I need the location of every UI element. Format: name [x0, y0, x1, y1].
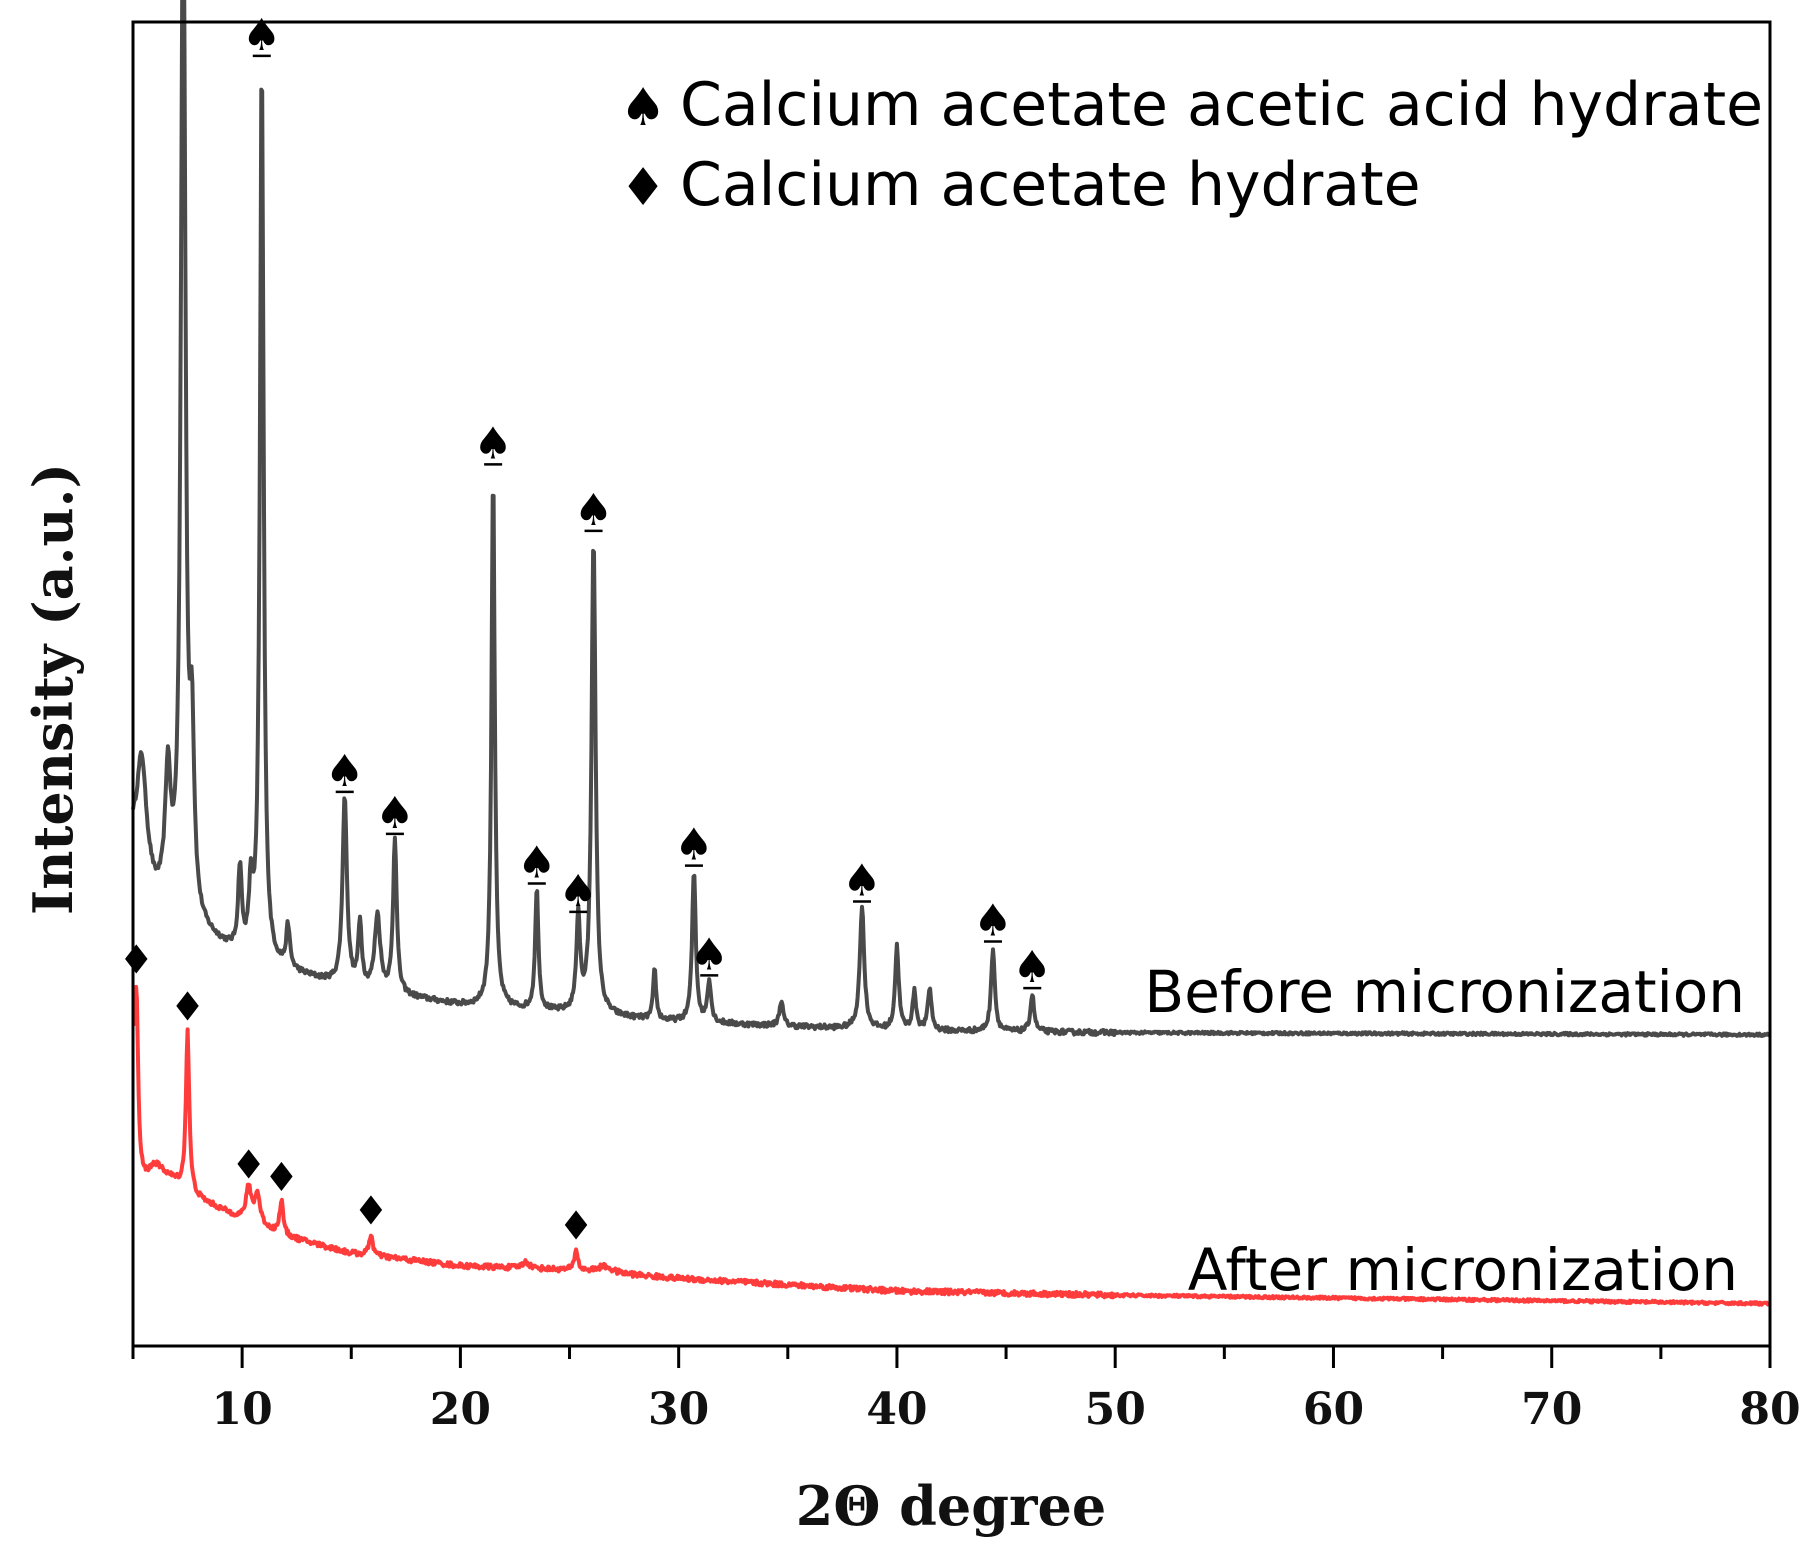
series-line-after-micronization [133, 984, 1771, 1307]
x-tick-label: 80 [1739, 1384, 1800, 1435]
x-tick-label: 70 [1521, 1384, 1582, 1435]
peak-marker-spade-icon: ♠ [517, 837, 556, 888]
peak-marker-spade-icon: ♠ [674, 820, 713, 871]
legend-label-calcium-acetate-hydrate: Calcium acetate hydrate [680, 150, 1421, 220]
legend-diamond-icon: ♦ [620, 158, 667, 218]
peak-marker-diamond-icon: ♦ [353, 1188, 389, 1234]
series-layer [131, 0, 1772, 1307]
y-axis-title: Intensity (a.u.) [21, 463, 85, 915]
x-axis-title: 2Θ degree [796, 1474, 1106, 1538]
peak-marker-spade-icon: ♠ [574, 485, 613, 536]
x-tick-label: 30 [648, 1384, 709, 1435]
peak-marker-diamond-icon: ♦ [558, 1204, 594, 1250]
peak-marker-diamond-icon: ♦ [263, 1155, 299, 1201]
x-axis-tick-labels: 10 20 30 40 50 60 70 80 [212, 1384, 1801, 1435]
x-tick-label: 10 [212, 1384, 273, 1435]
peak-marker-diamond-icon: ♦ [170, 985, 206, 1031]
legend-spade-icon: ♠ [620, 78, 667, 138]
series-label-after-micronization: After micronization [1188, 1236, 1738, 1304]
peak-marker-spade-icon: ♠ [842, 855, 881, 906]
plot-frame [131, 20, 1772, 1348]
peak-marker-spade-icon: ♠ [973, 896, 1012, 947]
x-tick-label: 50 [1085, 1384, 1146, 1435]
peak-marker-diamond-icon: ♦ [118, 938, 154, 984]
legend: ♠ Calcium acetate acetic acid hydrate ♦ … [620, 70, 1763, 220]
peak-marker-spade-icon: ♠ [1013, 942, 1052, 993]
peak-marker-diamond-icon: ♦ [231, 1143, 267, 1189]
marker-layer: ♠♠♠♠♠♠♠♠♠♠♠♠♠♦♦♦♦♦♦ [118, 10, 1052, 1250]
peak-marker-spade-icon: ♠ [473, 418, 512, 469]
peak-marker-spade-icon: ♠ [325, 746, 364, 797]
peak-marker-spade-icon: ♠ [242, 10, 281, 61]
peak-marker-spade-icon: ♠ [689, 929, 728, 980]
peak-marker-spade-icon: ♠ [375, 788, 414, 839]
x-tick-label: 60 [1303, 1384, 1364, 1435]
series-label-before-micronization: Before micronization [1144, 958, 1745, 1026]
series-line-before-micronization [131, 0, 1772, 1038]
x-tick-label: 40 [866, 1384, 927, 1435]
peak-marker-spade-icon: ♠ [559, 866, 598, 917]
legend-label-calcium-acetate-acetic-acid-hydrate: Calcium acetate acetic acid hydrate [680, 70, 1763, 140]
x-tick-label: 20 [430, 1384, 491, 1435]
x-axis-ticks [131, 1346, 1772, 1368]
